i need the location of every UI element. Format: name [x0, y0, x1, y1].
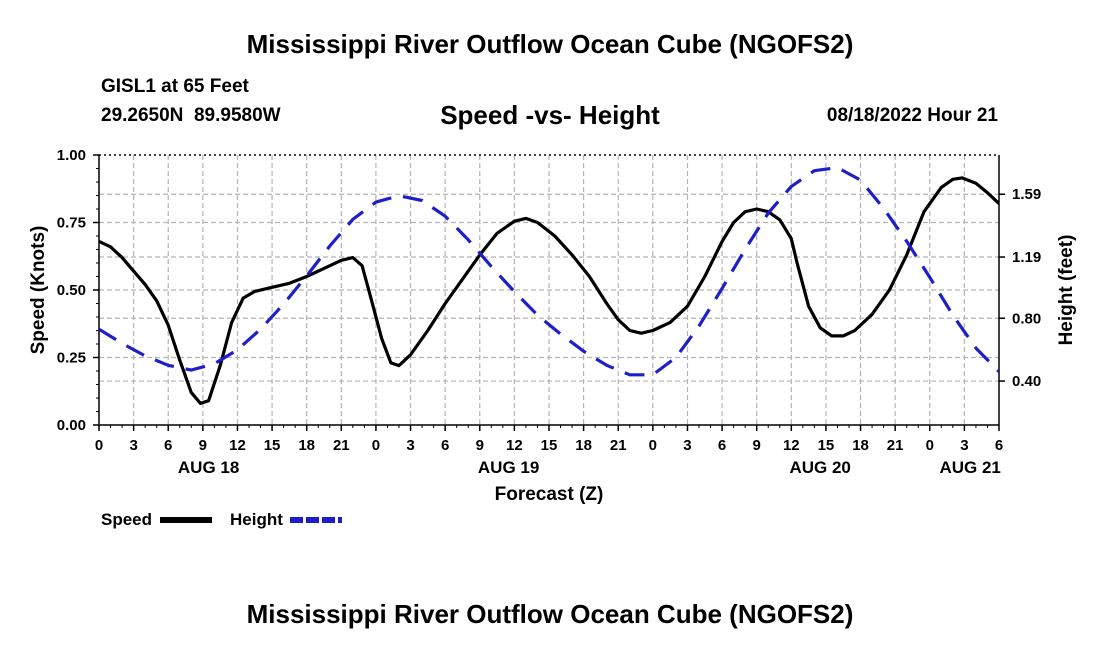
x-tick-label: 12 [229, 437, 246, 454]
x-tick-label: 9 [476, 437, 484, 454]
x-tick-label: 9 [753, 437, 761, 454]
x-tick-label: 12 [783, 437, 800, 454]
x-tick-label: 15 [264, 437, 281, 454]
x-tick-label: 3 [960, 437, 968, 454]
footer-title: Mississippi River Outflow Ocean Cube (NG… [246, 599, 854, 629]
x-tick-label: 12 [506, 437, 523, 454]
y-right-tick-label: 0.80 [1012, 310, 1041, 327]
x-day-label: AUG 18 [178, 458, 239, 477]
x-tick-label: 3 [406, 437, 414, 454]
x-tick-label: 3 [129, 437, 137, 454]
x-tick-label: 18 [852, 437, 869, 454]
y-left-tick-label: 0.25 [57, 350, 86, 367]
chart-title: Mississippi River Outflow Ocean Cube (NG… [246, 29, 854, 59]
x-tick-label: 15 [541, 437, 558, 454]
x-tick-label: 3 [683, 437, 691, 454]
x-tick-label: 6 [164, 437, 172, 454]
x-tick-label: 21 [333, 437, 350, 454]
legend-label-speed: Speed [101, 510, 152, 529]
legend-label-height: Height [230, 510, 283, 529]
x-tick-label: 6 [718, 437, 726, 454]
x-tick-label: 18 [575, 437, 592, 454]
x-tick-label: 15 [818, 437, 835, 454]
x-tick-label: 0 [926, 437, 934, 454]
y-right-tick-label: 0.40 [1012, 373, 1041, 390]
x-tick-label: 21 [887, 437, 904, 454]
y-right-tick-label: 1.19 [1012, 249, 1041, 266]
x-tick-label: 0 [649, 437, 657, 454]
x-tick-label: 6 [441, 437, 449, 454]
station-coordinates: 29.2650N 89.9580W [101, 105, 281, 126]
y-right-tick-label: 1.59 [1012, 186, 1041, 203]
series-group [99, 166, 999, 405]
y-left-tick-label: 1.00 [57, 147, 86, 164]
x-tick-label: 0 [372, 437, 380, 454]
x-tick-label: 6 [995, 437, 1003, 454]
plot-subtitle: Speed -vs- Height [440, 100, 660, 130]
y-right-axis-label: Height (feet) [1056, 235, 1077, 346]
x-tick-label: 9 [199, 437, 207, 454]
y-left-tick-label: 0.75 [57, 215, 86, 232]
x-day-label: AUG 21 [939, 458, 1000, 477]
x-tick-label: 0 [95, 437, 103, 454]
forecast-timestamp: 08/18/2022 Hour 21 [826, 105, 998, 126]
station-name: GISL1 at 65 Feet [101, 76, 249, 97]
x-tick-label: 21 [610, 437, 627, 454]
height-series-line [99, 166, 999, 377]
y-left-tick-label: 0.50 [57, 282, 86, 299]
y-left-tick-label: 0.00 [57, 417, 86, 434]
x-tick-label: 18 [298, 437, 315, 454]
x-axis-label: Forecast (Z) [495, 484, 604, 505]
x-day-label: AUG 19 [478, 458, 539, 477]
y-left-axis-label: Speed (Knots) [28, 226, 49, 355]
speed-series-line [99, 176, 999, 405]
x-day-label: AUG 20 [789, 458, 850, 477]
